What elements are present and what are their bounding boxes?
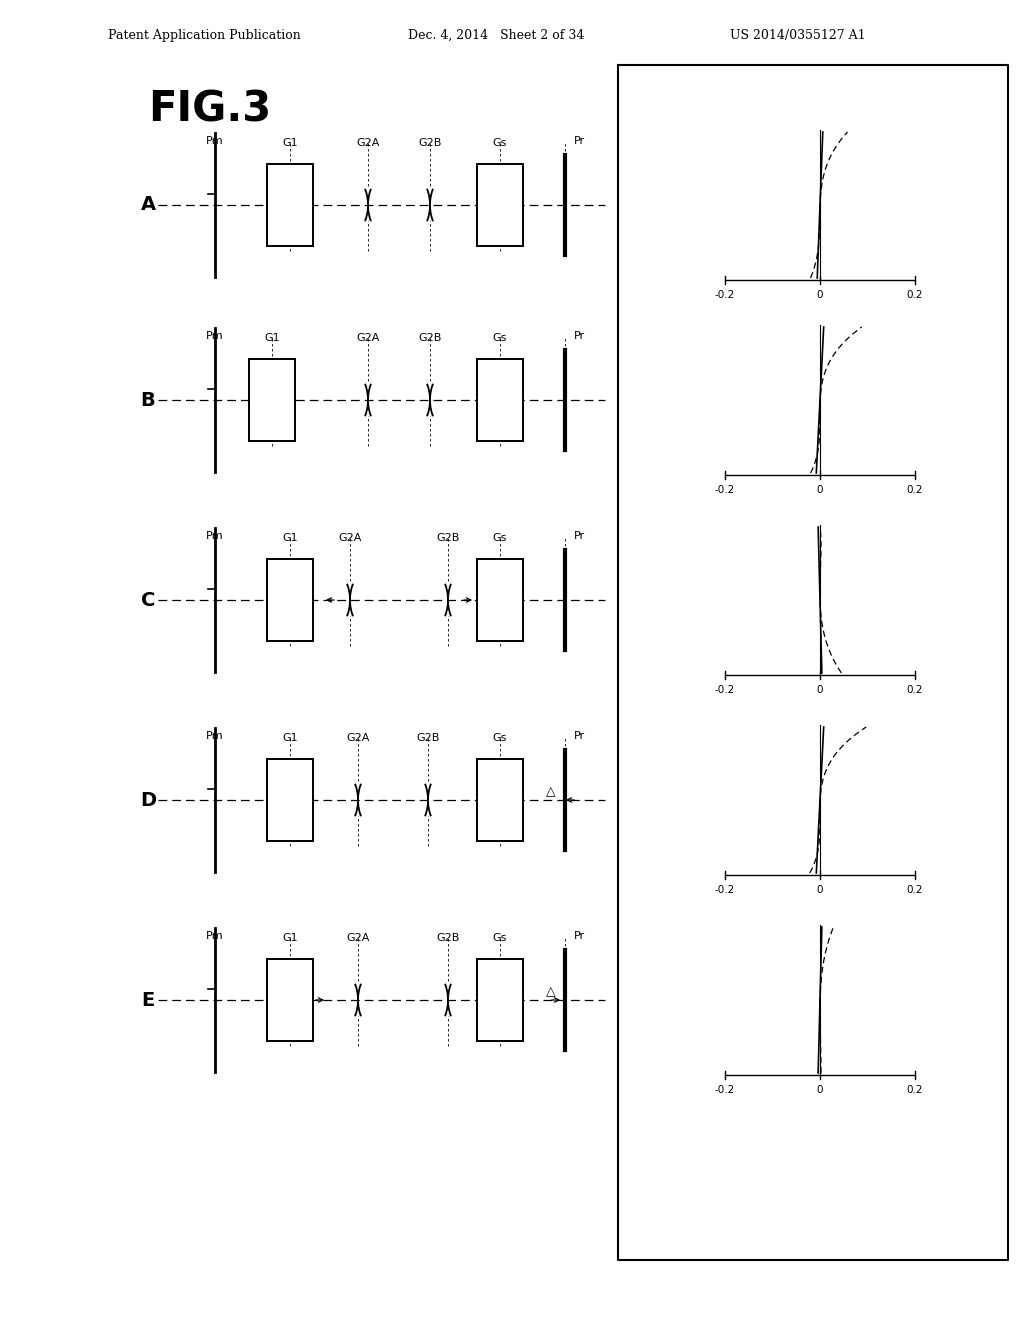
Text: △: △ — [546, 986, 556, 998]
Bar — [249, 359, 295, 441]
Text: D: D — [140, 791, 156, 809]
Text: Pm: Pm — [206, 331, 224, 341]
Text: 0.2: 0.2 — [906, 290, 924, 300]
Text: Patent Application Publication: Patent Application Publication — [108, 29, 301, 41]
Text: Pr: Pr — [573, 136, 585, 147]
Bar — [477, 164, 523, 246]
Polygon shape — [366, 384, 371, 416]
Text: Pr: Pr — [573, 731, 585, 741]
Bar — [267, 558, 313, 642]
Text: 0.2: 0.2 — [906, 1085, 924, 1096]
Text: G2A: G2A — [346, 933, 370, 942]
Polygon shape — [347, 585, 352, 615]
Text: -0.2: -0.2 — [715, 685, 735, 696]
Bar — [477, 960, 523, 1041]
Text: 0: 0 — [817, 484, 823, 495]
Text: G2B: G2B — [436, 933, 460, 942]
Bar — [267, 759, 313, 841]
Polygon shape — [445, 985, 451, 1015]
Text: Pr: Pr — [573, 331, 585, 341]
Text: Dec. 4, 2014   Sheet 2 of 34: Dec. 4, 2014 Sheet 2 of 34 — [408, 29, 585, 41]
Text: 0: 0 — [817, 884, 823, 895]
Text: -0.2: -0.2 — [715, 1085, 735, 1096]
Text: G2A: G2A — [356, 333, 380, 343]
Bar — [477, 359, 523, 441]
Text: G1: G1 — [283, 533, 298, 543]
Bar — [477, 759, 523, 841]
Text: Pm: Pm — [206, 136, 224, 147]
Text: 0: 0 — [817, 1085, 823, 1096]
Text: Pm: Pm — [206, 931, 224, 941]
Text: 0.2: 0.2 — [906, 685, 924, 696]
Bar — [267, 960, 313, 1041]
Text: 0.2: 0.2 — [906, 884, 924, 895]
Bar — [267, 164, 313, 246]
Polygon shape — [445, 585, 451, 615]
Text: G2A: G2A — [338, 533, 361, 543]
Text: Gs: Gs — [493, 533, 507, 543]
Text: Pm: Pm — [206, 731, 224, 741]
Text: G2B: G2B — [436, 533, 460, 543]
Text: G2A: G2A — [346, 733, 370, 743]
Polygon shape — [355, 985, 360, 1015]
Text: Gs: Gs — [493, 333, 507, 343]
Text: Gs: Gs — [493, 733, 507, 743]
Text: G1: G1 — [283, 139, 298, 148]
Polygon shape — [427, 190, 433, 220]
Bar — [477, 558, 523, 642]
Text: B: B — [140, 391, 156, 409]
Text: G2A: G2A — [356, 139, 380, 148]
Text: C: C — [141, 590, 156, 610]
Text: Gs: Gs — [493, 933, 507, 942]
Text: FIG.3: FIG.3 — [148, 88, 271, 131]
Text: -0.2: -0.2 — [715, 884, 735, 895]
Polygon shape — [427, 384, 433, 416]
Polygon shape — [366, 190, 371, 220]
Text: G2B: G2B — [419, 333, 441, 343]
Text: E: E — [141, 990, 155, 1010]
Text: -0.2: -0.2 — [715, 484, 735, 495]
Text: G1: G1 — [283, 933, 298, 942]
Text: US 2014/0355127 A1: US 2014/0355127 A1 — [730, 29, 865, 41]
Text: G1: G1 — [283, 733, 298, 743]
Text: Pr: Pr — [573, 531, 585, 541]
Text: 0: 0 — [817, 685, 823, 696]
Text: G1: G1 — [264, 333, 280, 343]
Text: 0: 0 — [817, 290, 823, 300]
Text: G2B: G2B — [417, 733, 439, 743]
Text: Pm: Pm — [206, 531, 224, 541]
Polygon shape — [355, 784, 360, 816]
Text: G2B: G2B — [419, 139, 441, 148]
Text: 0.2: 0.2 — [906, 484, 924, 495]
Text: Gs: Gs — [493, 139, 507, 148]
Text: Pr: Pr — [573, 931, 585, 941]
Polygon shape — [425, 784, 431, 816]
Text: -0.2: -0.2 — [715, 290, 735, 300]
Text: △: △ — [546, 785, 556, 799]
Text: A: A — [140, 195, 156, 214]
